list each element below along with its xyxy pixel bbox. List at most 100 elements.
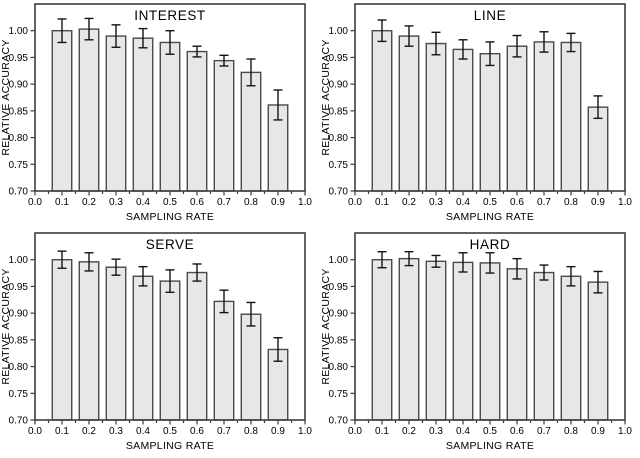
- x-tick-label: 0.5: [483, 197, 497, 208]
- chart-interest: 0.0 0.1 0.2 0.3 0.4 0.5 0.6 0.7 0.8 0.9 1.0 0.70 0.7…: [0, 3, 312, 223]
- bar: [159, 41, 181, 192]
- error-bars-group: [377, 19, 603, 120]
- chart-cell-top-right: 0.0 0.1 0.2 0.3 0.4 0.5 0.6 0.7 0.8 0.9 1.0 0.70 0.7…: [320, 0, 640, 229]
- x-tick-label: 0.3: [109, 426, 123, 437]
- x-tick-label: 0.2: [402, 426, 416, 437]
- x-tick-label: 1.0: [298, 197, 312, 208]
- bar: [479, 52, 501, 192]
- x-tick-label: 0.0: [348, 197, 362, 208]
- y-tick-label: 0.80: [329, 362, 349, 373]
- ticks-group: [30, 30, 306, 196]
- bar: [506, 45, 528, 192]
- bar: [452, 261, 474, 421]
- y-tick-label: 0.85: [9, 106, 29, 117]
- y-tick-label: 1.00: [329, 26, 349, 37]
- bar: [371, 30, 393, 192]
- x-tick-label: 0.9: [591, 426, 605, 437]
- x-tick-label: 1.0: [618, 426, 632, 437]
- bar: [452, 48, 474, 192]
- x-tick-label: 0.2: [402, 197, 416, 208]
- bars-group: [371, 257, 609, 421]
- bar: [51, 259, 73, 421]
- x-tick-label: 0.9: [271, 426, 285, 437]
- x-tick-label: 1.0: [298, 426, 312, 437]
- bar: [186, 271, 208, 421]
- y-tick-label: 0.90: [9, 309, 29, 320]
- y-tick-label: 0.95: [329, 53, 349, 64]
- chart-hard: 0.0 0.1 0.2 0.3 0.4 0.5 0.6 0.7 0.8 0.9 1.0 0.70 0.7…: [320, 232, 632, 452]
- y-tick-label: 0.75: [9, 160, 29, 171]
- y-tick-label: 1.00: [9, 255, 29, 266]
- bar: [533, 271, 555, 421]
- x-tick-label: 0.5: [163, 426, 177, 437]
- bar: [51, 30, 73, 192]
- chart-cell-bottom-right: 0.0 0.1 0.2 0.3 0.4 0.5 0.6 0.7 0.8 0.9 1.0 0.70 0.7…: [320, 229, 640, 458]
- x-axis-label: SAMPLING RATE: [126, 211, 214, 223]
- chart-cell-top-left: 0.0 0.1 0.2 0.3 0.4 0.5 0.6 0.7 0.8 0.9 1.0 0.70 0.7…: [0, 0, 320, 229]
- y-axis-label: RELATIVE ACCURACY: [320, 268, 332, 384]
- x-tick-label: 0.5: [483, 426, 497, 437]
- x-tick-label: 0.6: [510, 426, 524, 437]
- x-tick-label: 0.3: [429, 426, 443, 437]
- x-axis-label: SAMPLING RATE: [446, 440, 534, 452]
- bar: [78, 261, 100, 421]
- y-tick-label: 0.80: [9, 362, 29, 373]
- bar: [105, 35, 127, 192]
- y-tick-label: 0.90: [329, 309, 349, 320]
- x-tick-label: 0.0: [348, 426, 362, 437]
- bar: [132, 37, 154, 192]
- x-axis-label: SAMPLING RATE: [446, 211, 534, 223]
- x-tick-label: 0.7: [537, 426, 551, 437]
- x-tick-label: 0.4: [456, 426, 470, 437]
- x-axis-label: SAMPLING RATE: [126, 440, 214, 452]
- x-tick-label: 0.8: [564, 426, 578, 437]
- y-axis-label: RELATIVE ACCURACY: [0, 268, 12, 384]
- y-axis-label: RELATIVE ACCURACY: [320, 39, 332, 155]
- chart-title: HARD: [470, 237, 511, 252]
- ticks-group: [350, 259, 626, 425]
- y-tick-label: 0.70: [329, 416, 349, 427]
- error-bars-group: [57, 17, 283, 121]
- bar: [398, 257, 420, 421]
- bar: [425, 260, 447, 421]
- x-tick-label: 0.9: [591, 197, 605, 208]
- y-tick-label: 0.90: [9, 80, 29, 91]
- x-tick-label: 0.9: [271, 197, 285, 208]
- chart-cell-bottom-left: 0.0 0.1 0.2 0.3 0.4 0.5 0.6 0.7 0.8 0.9 1.0 0.70 0.7…: [0, 229, 320, 458]
- y-tick-label: 0.95: [9, 53, 29, 64]
- bar: [213, 300, 235, 421]
- x-tick-label: 0.8: [244, 197, 258, 208]
- bar: [105, 266, 127, 421]
- x-tick-label: 0.8: [564, 197, 578, 208]
- y-tick-label: 0.90: [329, 80, 349, 91]
- y-tick-label: 0.95: [9, 282, 29, 293]
- x-tick-label: 0.7: [217, 197, 231, 208]
- bar: [479, 262, 501, 421]
- y-tick-label: 1.00: [329, 255, 349, 266]
- chart-title: INTEREST: [134, 8, 206, 23]
- x-tick-label: 0.8: [244, 426, 258, 437]
- x-tick-label: 0.0: [28, 197, 42, 208]
- bar: [533, 41, 555, 192]
- bar: [240, 71, 262, 192]
- x-tick-label: 0.5: [163, 197, 177, 208]
- x-tick-label: 1.0: [618, 197, 632, 208]
- y-tick-label: 0.80: [329, 133, 349, 144]
- x-tick-label: 0.3: [109, 197, 123, 208]
- bars-group: [51, 28, 289, 192]
- bar: [398, 35, 420, 192]
- ticks-group: [350, 30, 626, 196]
- bar: [371, 259, 393, 421]
- x-tick-label: 0.7: [537, 197, 551, 208]
- ticks-group: [30, 259, 306, 425]
- y-tick-label: 0.80: [9, 133, 29, 144]
- x-tick-label: 0.0: [28, 426, 42, 437]
- x-tick-label: 0.7: [217, 426, 231, 437]
- bar: [132, 275, 154, 421]
- y-tick-label: 0.70: [9, 187, 29, 198]
- x-tick-label: 0.1: [375, 197, 389, 208]
- y-tick-label: 0.70: [9, 416, 29, 427]
- bar: [159, 280, 181, 421]
- y-tick-label: 0.75: [9, 389, 29, 400]
